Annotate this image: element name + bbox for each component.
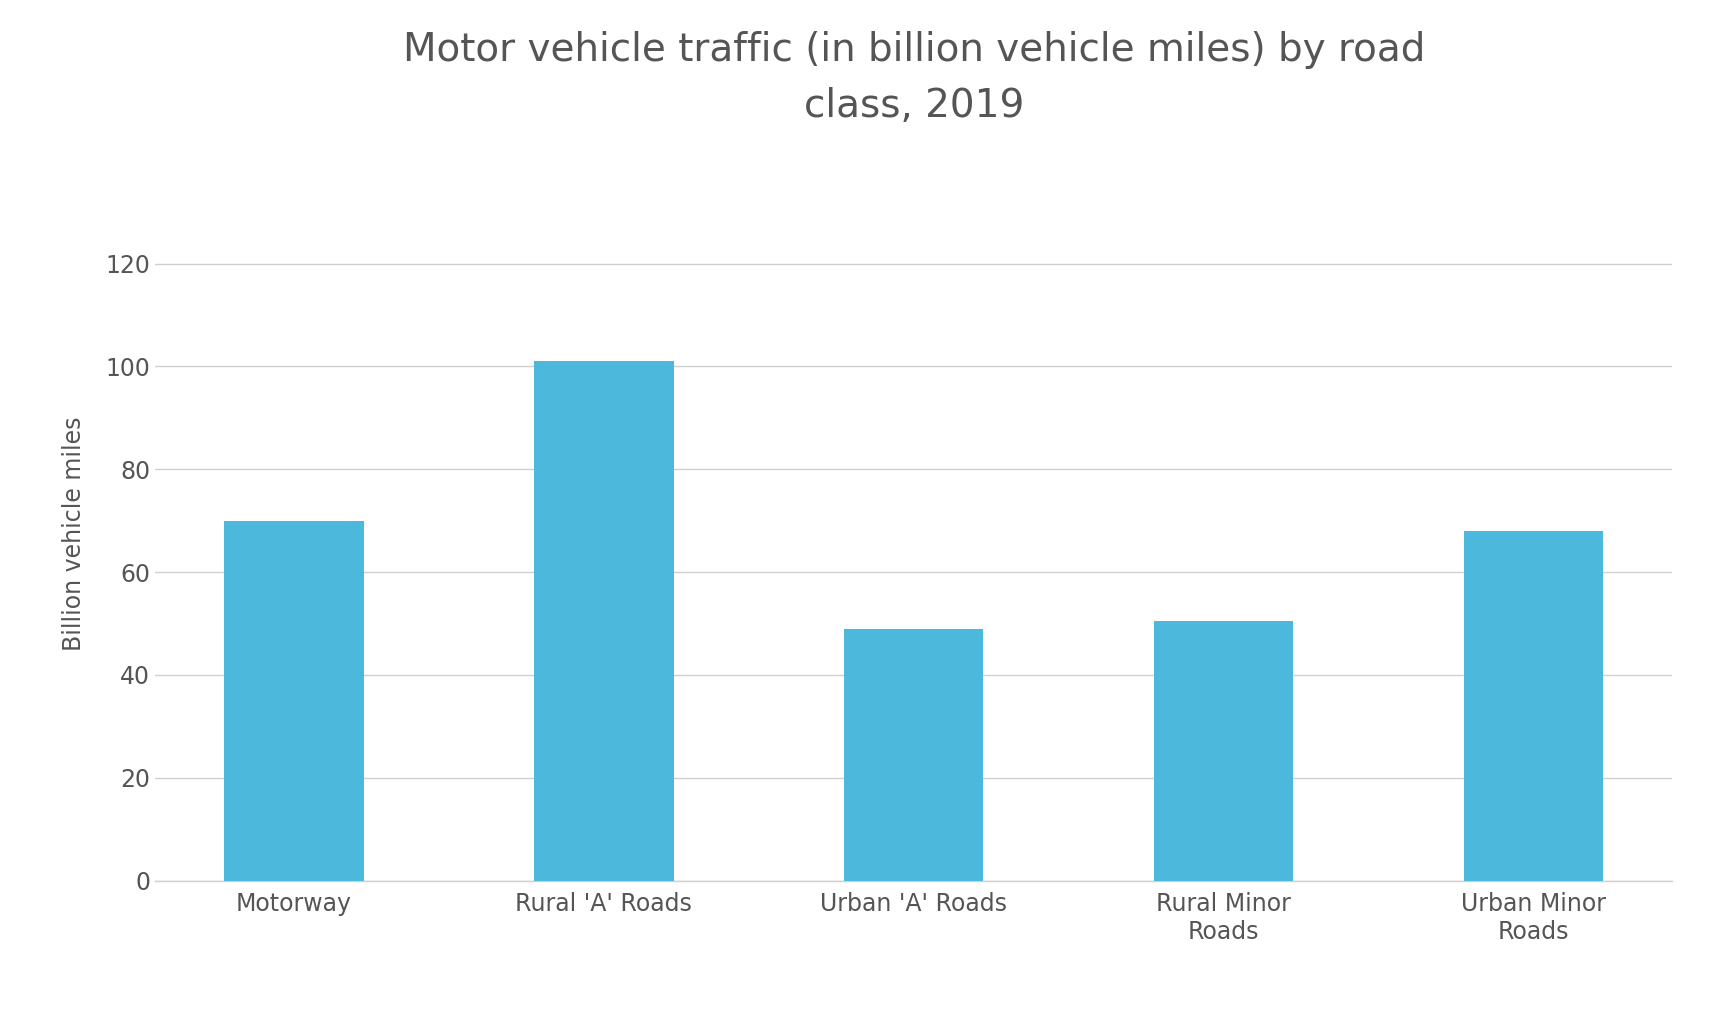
Y-axis label: Billion vehicle miles: Billion vehicle miles <box>62 416 86 651</box>
Bar <box>534 362 674 881</box>
Bar <box>844 629 982 881</box>
Bar <box>224 521 364 881</box>
Bar <box>1153 621 1292 881</box>
Bar <box>1463 531 1602 881</box>
Title: Motor vehicle traffic (in billion vehicle miles) by road
class, 2019: Motor vehicle traffic (in billion vehicl… <box>401 31 1425 125</box>
